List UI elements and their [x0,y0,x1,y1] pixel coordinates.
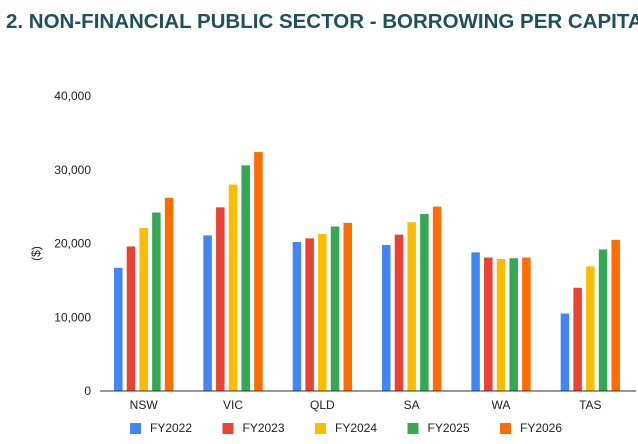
bar-tas-fy2025 [598,249,608,391]
bar-qld-fy2024 [318,233,327,391]
legend-swatch-fy2023 [222,423,234,434]
legend-swatch-fy2026 [500,423,511,434]
bar-tas-fy2023 [573,287,582,391]
bar-nsw-fy2023 [126,246,136,391]
bar-nsw-fy2024 [139,228,148,391]
bar-tas-fy2024 [586,266,595,391]
legend-label-fy2024: FY2024 [335,421,377,435]
x-tick-label: SA [404,398,420,412]
x-tick-label: TAS [579,398,601,412]
bar-sa-fy2026 [432,206,442,391]
x-tick-label: WA [492,398,511,412]
x-tick-label: NSW [130,398,159,412]
bar-wa-fy2022 [471,252,480,391]
legend-label-fy2025: FY2025 [428,421,470,435]
y-tick-label: 40,000 [54,89,91,103]
bar-qld-fy2025 [330,226,340,391]
y-tick-label: 30,000 [54,163,91,177]
bar-nsw-fy2025 [152,212,161,391]
y-axis: 0 10,000 20,000 30,000 40,000 ($) [29,89,91,398]
bar-vic-fy2022 [203,235,212,391]
x-tick-label: VIC [223,398,243,412]
page-title: 2. NON-FINANCIAL PUBLIC SECTOR - BORROWI… [6,10,638,33]
y-axis-label: ($) [29,246,43,261]
bar-qld-fy2026 [343,222,352,391]
legend-label-fy2022: FY2022 [150,421,192,435]
legend-swatch-fy2022 [130,423,141,434]
y-tick-label: 10,000 [54,310,91,324]
bar-sa-fy2024 [407,222,416,391]
bar-vic-fy2023 [216,207,225,391]
bar-sa-fy2022 [382,244,391,391]
bar-tas-fy2022 [560,313,570,391]
bar-qld-fy2023 [305,238,314,391]
bar-wa-fy2024 [496,258,506,391]
bar-vic-fy2024 [228,184,238,391]
x-tick-label: QLD [310,398,335,412]
bar-vic-fy2025 [241,165,250,391]
bar-qld-fy2022 [292,242,302,391]
bar-tas-fy2026 [611,239,620,391]
bar-sa-fy2025 [420,214,429,391]
legend-swatch-fy2024 [315,423,326,434]
bar-wa-fy2026 [522,257,531,391]
bar-wa-fy2023 [484,257,493,391]
legend-label-fy2026: FY2026 [520,421,562,435]
y-tick-label: 0 [84,384,91,398]
bars [114,152,620,391]
bar-sa-fy2023 [394,234,404,391]
bar-vic-fy2026 [254,152,263,391]
legend-swatch-fy2025 [407,423,419,434]
y-tick-label: 20,000 [54,237,91,251]
x-axis: NSW VIC QLD SA WA TAS [100,390,636,412]
legend: FY2022 FY2023 FY2024 FY2025 FY2026 [130,421,562,435]
bar-wa-fy2025 [509,258,518,391]
bar-nsw-fy2022 [114,267,123,391]
legend-label-fy2023: FY2023 [243,421,285,435]
bar-nsw-fy2026 [164,197,174,391]
